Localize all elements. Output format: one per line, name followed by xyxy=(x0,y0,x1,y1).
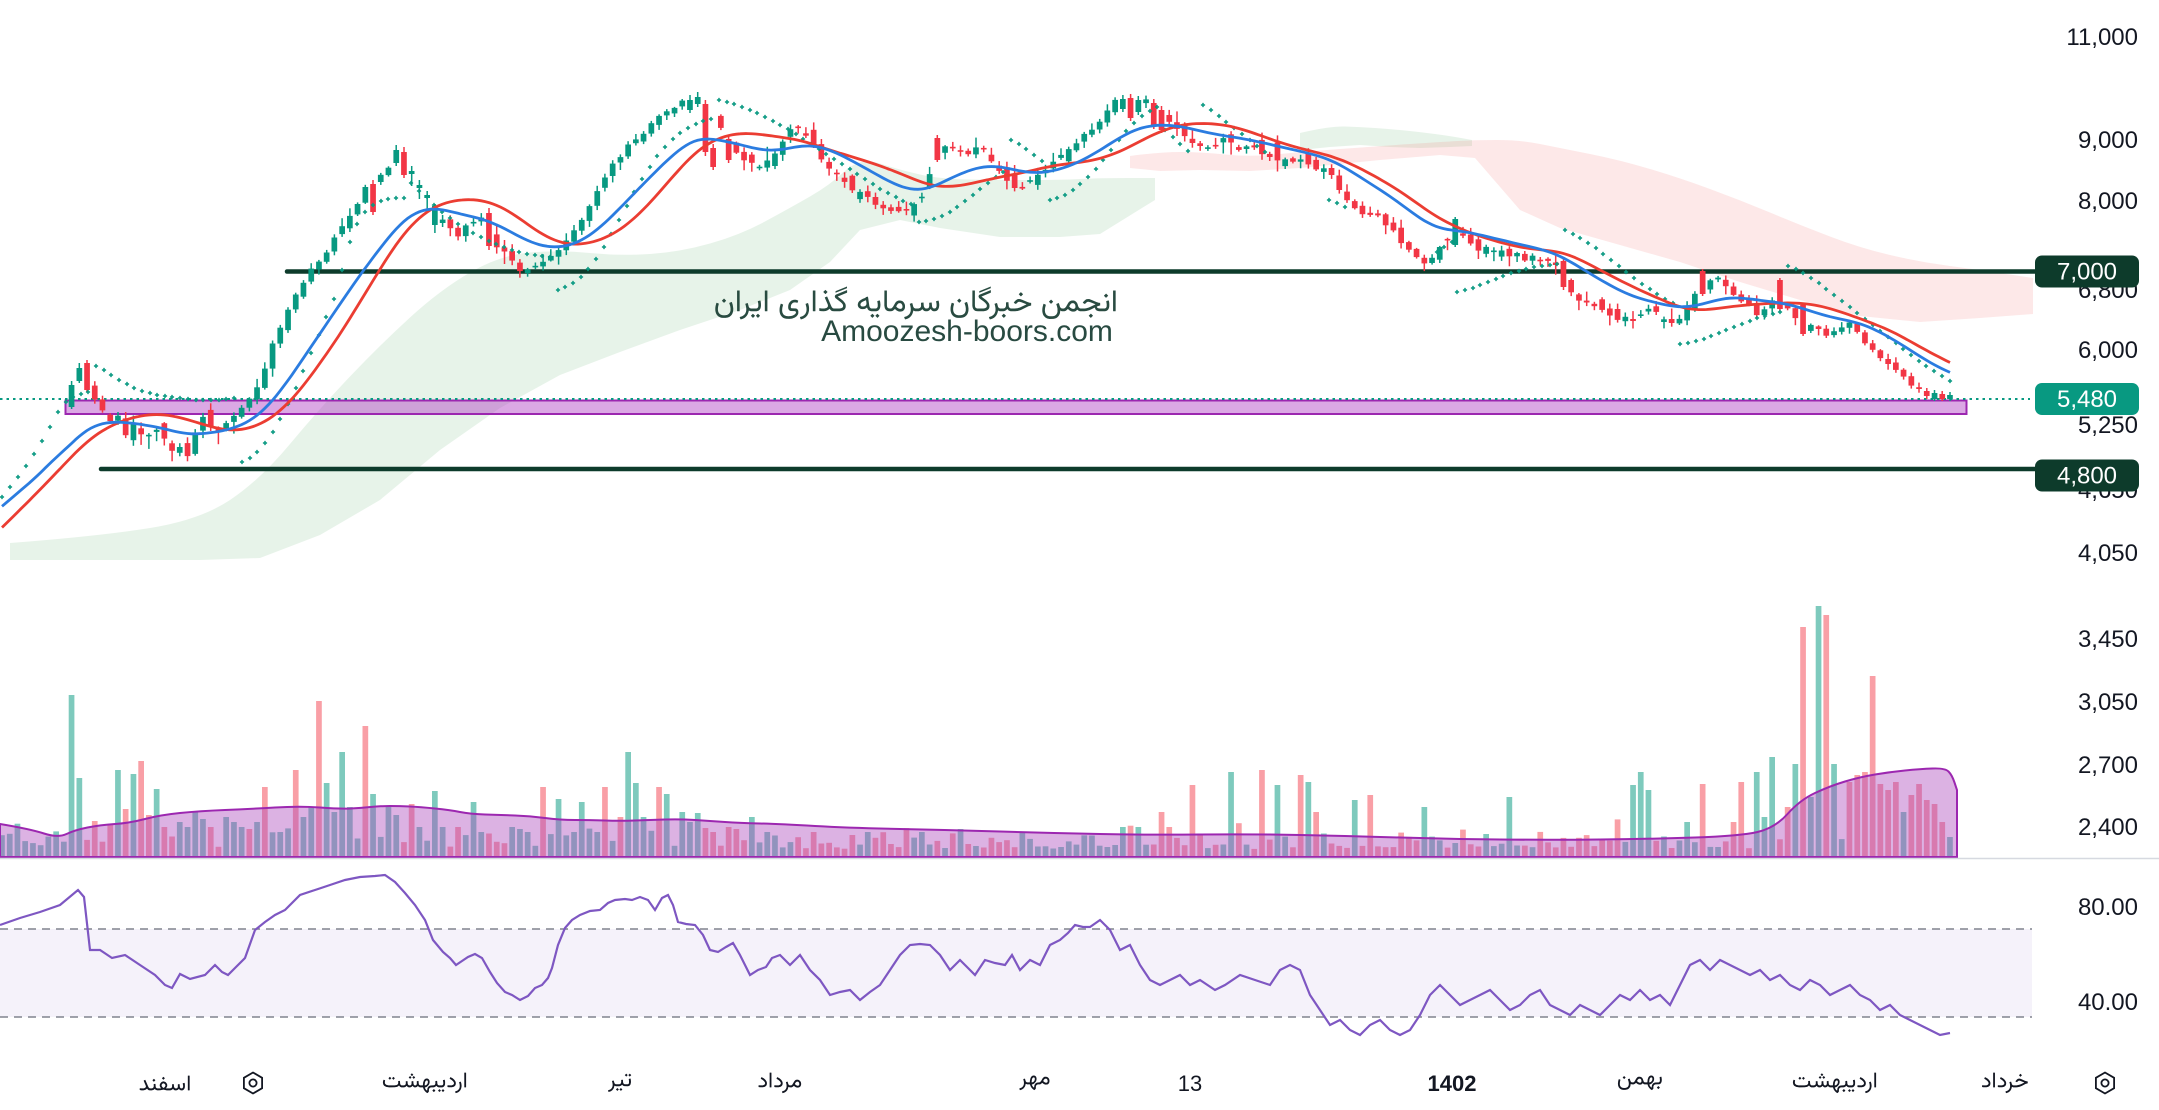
svg-text:5,250: 5,250 xyxy=(2078,412,2138,439)
svg-text:5,480: 5,480 xyxy=(2057,386,2117,413)
svg-text:4,050: 4,050 xyxy=(2078,540,2138,567)
svg-text:40.00: 40.00 xyxy=(2078,989,2138,1016)
svg-text:11,000: 11,000 xyxy=(2066,24,2138,51)
svg-text:Amoozesh-boors.com: Amoozesh-boors.com xyxy=(821,315,1113,348)
svg-text:6,000: 6,000 xyxy=(2078,337,2138,364)
svg-text:13: 13 xyxy=(1178,1071,1202,1096)
svg-text:9,000: 9,000 xyxy=(2078,127,2138,154)
svg-text:7,000: 7,000 xyxy=(2057,259,2117,286)
svg-text:3,450: 3,450 xyxy=(2078,626,2138,653)
svg-text:2,400: 2,400 xyxy=(2078,814,2138,841)
svg-text:3,050: 3,050 xyxy=(2078,689,2138,716)
svg-text:2,700: 2,700 xyxy=(2078,752,2138,779)
svg-text:4,800: 4,800 xyxy=(2057,463,2117,490)
svg-text:1402: 1402 xyxy=(1428,1071,1477,1096)
svg-text:8,000: 8,000 xyxy=(2078,188,2138,215)
svg-text:80.00: 80.00 xyxy=(2078,894,2138,921)
